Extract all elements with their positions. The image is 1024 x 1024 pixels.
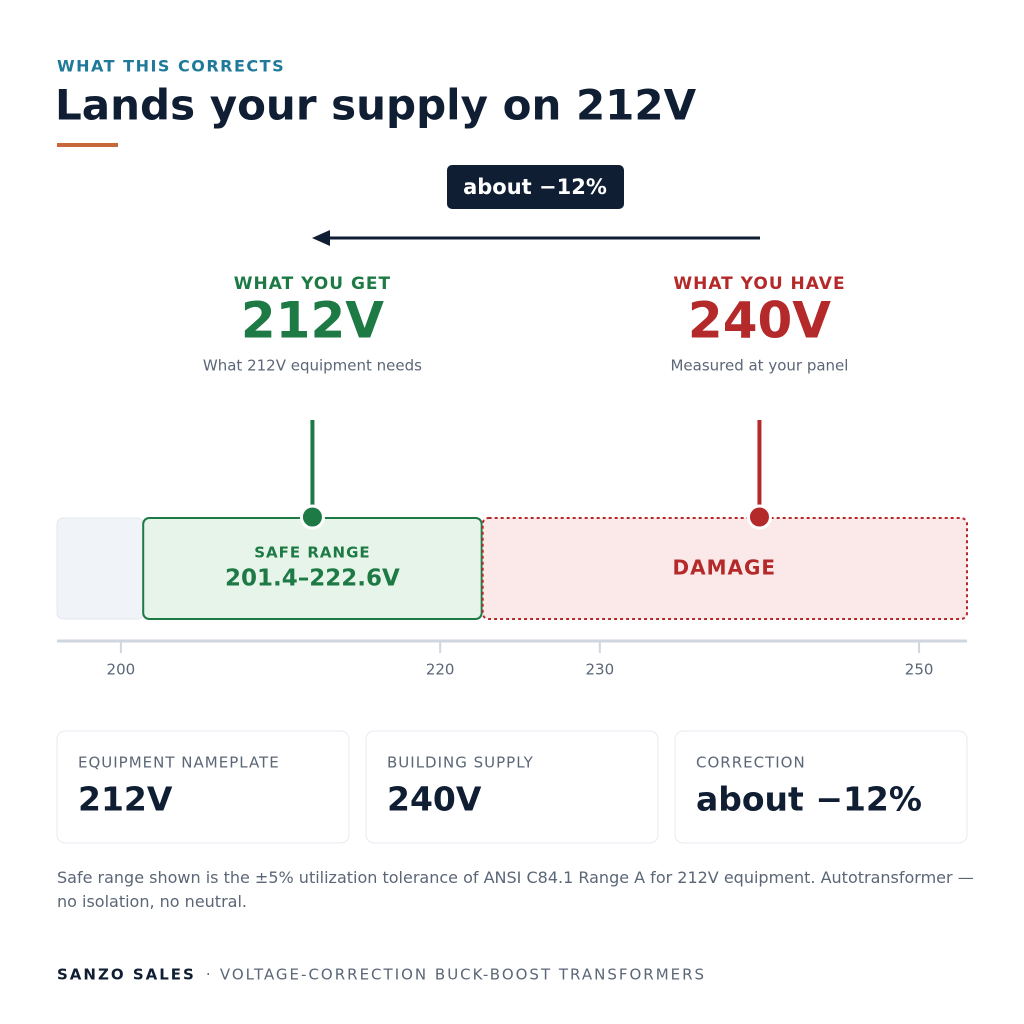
damage-label: DAMAGE — [673, 556, 777, 580]
source-label: WHAT YOU HAVE — [673, 274, 845, 294]
card-label: CORRECTION — [696, 754, 806, 772]
card-value: about −12% — [696, 780, 922, 819]
source-note: Measured at your panel — [670, 357, 848, 375]
footer-tagline: VOLTAGE-CORRECTION BUCK-BOOST TRANSFORME… — [220, 966, 706, 984]
eyebrow: WHAT THIS CORRECTS — [57, 57, 285, 76]
target-reading: 212V — [241, 292, 384, 350]
title-underline — [57, 143, 118, 147]
card — [674, 730, 968, 844]
target-note: What 212V equipment needs — [203, 357, 422, 375]
damage-range — [481, 517, 968, 620]
title: Lands your supply on 212V — [55, 81, 697, 130]
card-value: 240V — [387, 780, 482, 819]
below-range — [56, 517, 144, 620]
card — [56, 730, 350, 844]
tick-label: 200 — [107, 661, 136, 679]
card-label: BUILDING SUPPLY — [387, 754, 534, 772]
change-badge — [447, 165, 624, 209]
footer-brand: SANZO SALES — [57, 966, 196, 984]
change-badge-text: about −12% — [463, 175, 607, 199]
source-reading: 240V — [688, 292, 831, 350]
target-marker — [299, 504, 325, 530]
arrow-head — [312, 230, 330, 246]
card — [365, 730, 659, 844]
card-label: EQUIPMENT NAMEPLATE — [78, 754, 280, 772]
footnote: Safe range shown is the ±5% utilization … — [57, 868, 974, 911]
safe-label: SAFE RANGE — [254, 544, 370, 562]
safe-range-label: 201.4–222.6V — [225, 566, 400, 592]
source-marker — [746, 504, 772, 530]
tick-label: 220 — [426, 661, 455, 679]
footer-separator: · — [206, 966, 211, 984]
card-value: 212V — [78, 780, 173, 819]
target-label: WHAT YOU GET — [234, 274, 391, 294]
tick-label: 230 — [585, 661, 614, 679]
tick-label: 250 — [905, 661, 934, 679]
